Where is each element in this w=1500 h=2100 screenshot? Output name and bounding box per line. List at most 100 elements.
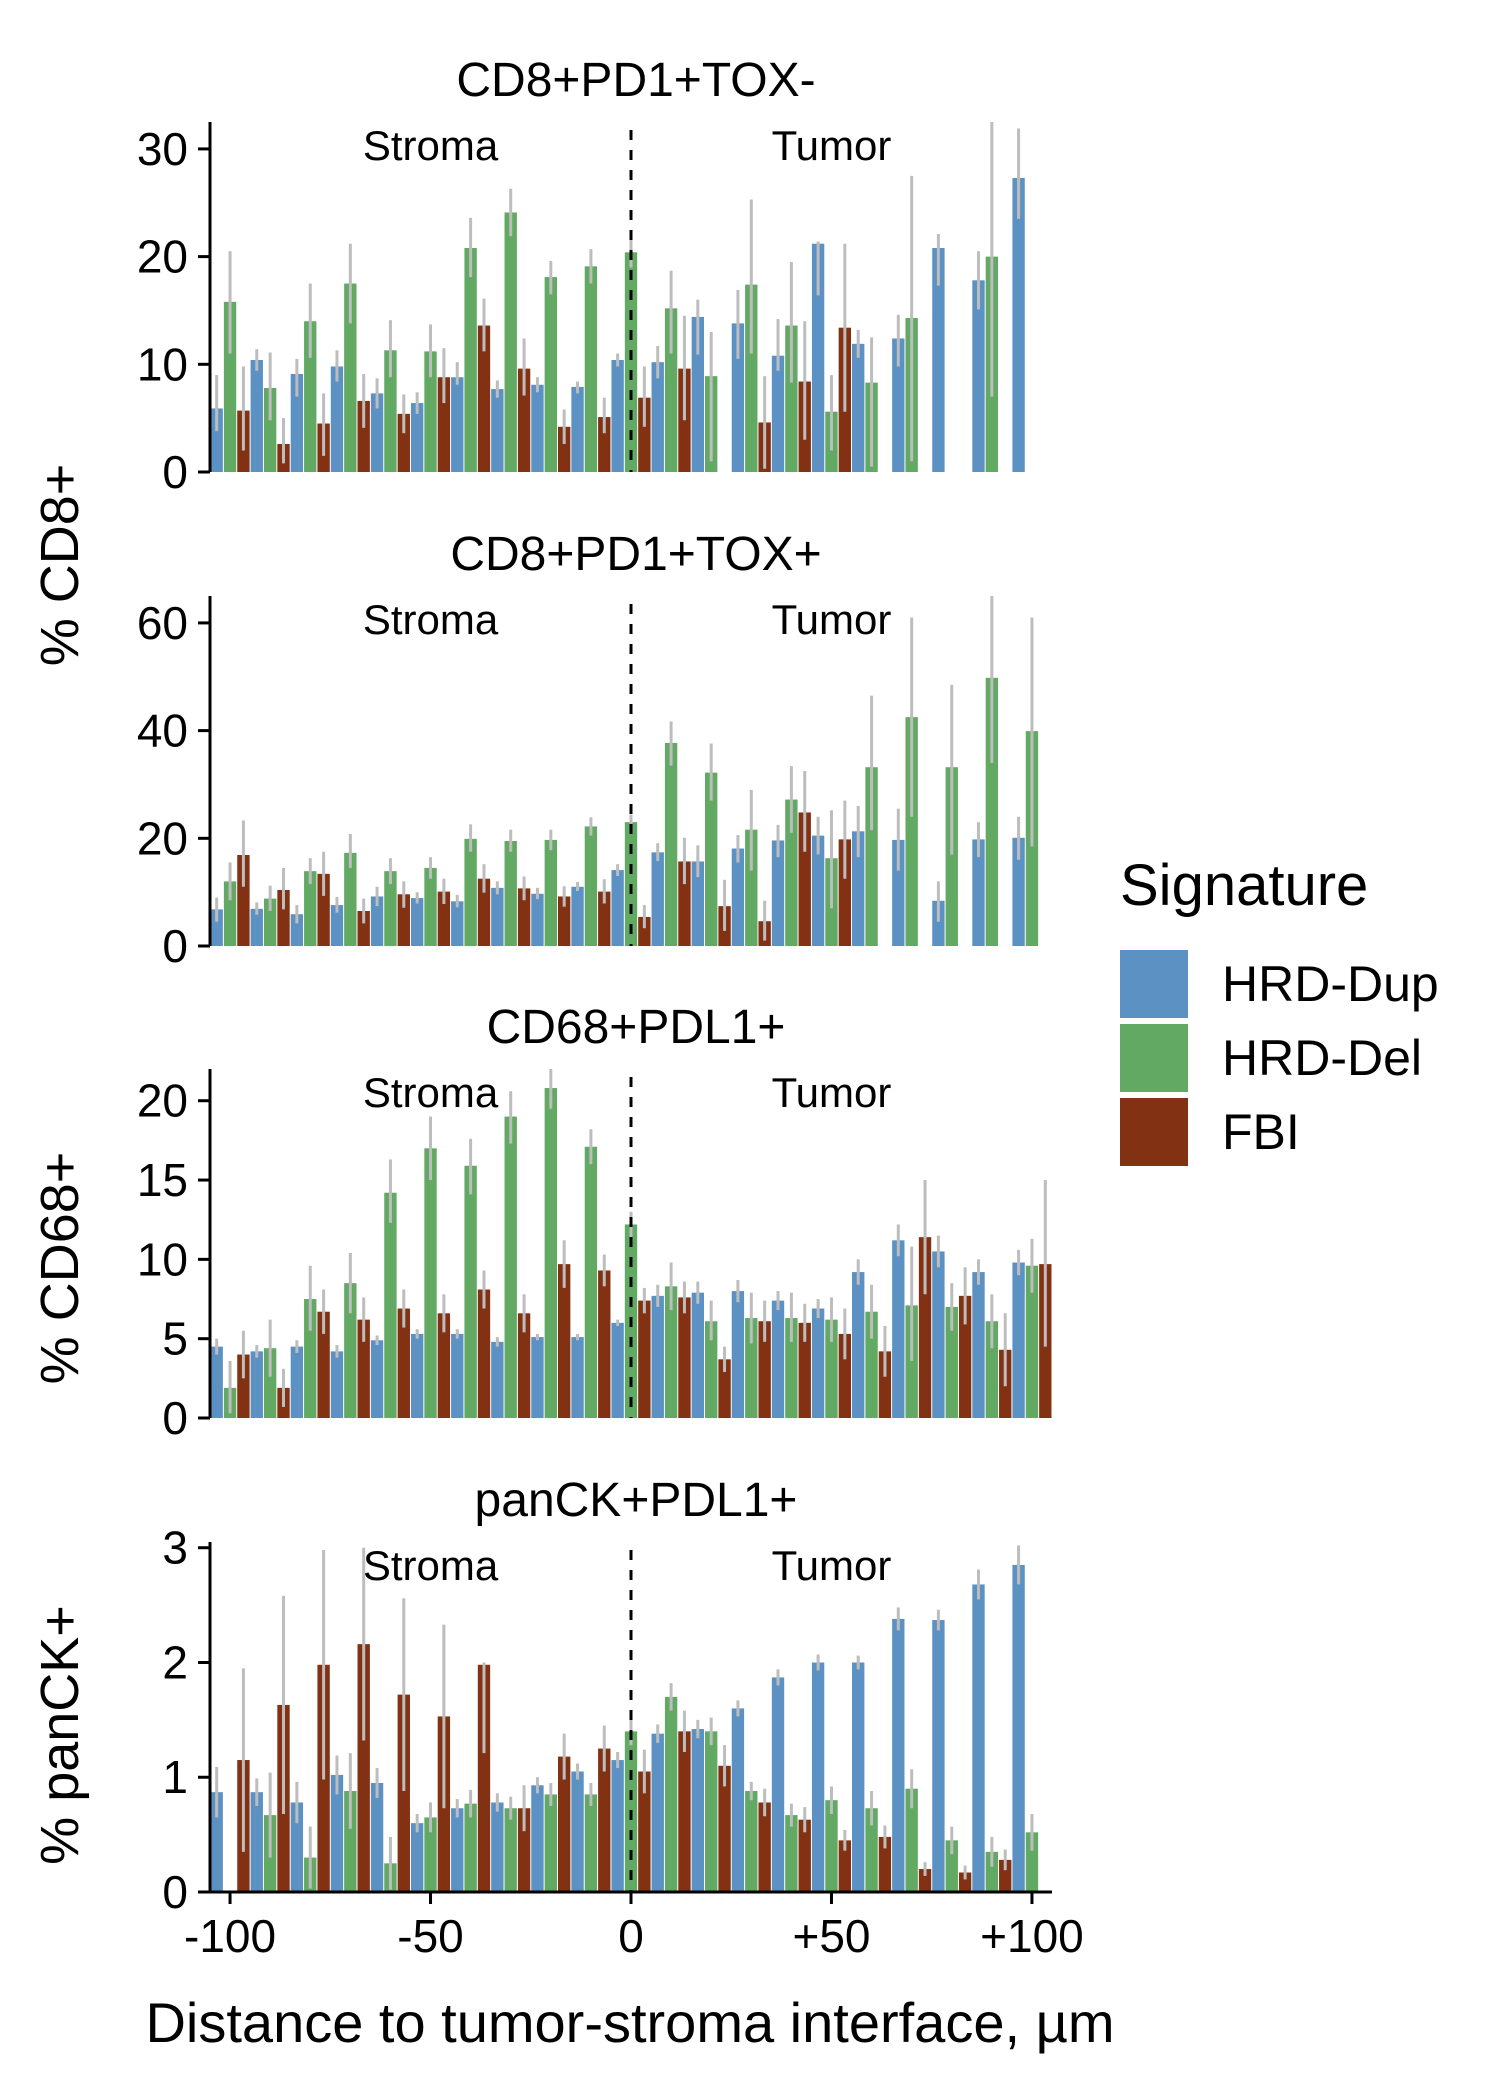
- bar-hrd-dup-x-90: [250, 360, 263, 472]
- bar-hrd-del-x-80: [304, 1299, 317, 1418]
- bar-hrd-dup-x-10: [571, 1337, 584, 1418]
- bar-hrd-dup-x-100: [210, 909, 223, 946]
- region-label-tumor: Tumor: [772, 1069, 892, 1116]
- bar-hrd-del-x-70: [344, 1791, 357, 1892]
- bar-fbi-x-10: [598, 1270, 611, 1418]
- bar-hrd-del-x10: [664, 1286, 678, 1418]
- bar-hrd-del-x-60: [384, 350, 397, 472]
- legend-item-fbi: FBI: [1120, 1098, 1300, 1166]
- bar-hrd-del-x90: [985, 677, 999, 946]
- bar-fbi-x-100: [237, 855, 250, 946]
- bar-fbi-x50: [838, 839, 852, 946]
- bar-fbi-x30: [758, 1802, 771, 1892]
- bar-hrd-dup-x10: [651, 362, 664, 472]
- bar-hrd-dup-x90: [972, 839, 985, 946]
- bar-hrd-dup-x-50: [410, 898, 424, 946]
- bar-hrd-del-x-70: [344, 1283, 357, 1418]
- bar-fbi-x90: [999, 1859, 1012, 1892]
- y-tick-label: 15: [137, 1154, 188, 1206]
- panel-panck-pdl1: panCK+PDL1+ Stroma Tumor 0 1 2 3 -100 -50 0 +50 +10…: [162, 1474, 1083, 1962]
- y-tick-label: 10: [137, 338, 188, 390]
- y-tick-label: 20: [137, 812, 188, 864]
- panel-cd8-pd1-tox: CD8+PD1+TOX- Stroma Tumor 0 10 20 30: [137, 54, 1025, 498]
- bar-fbi-x80: [958, 1872, 972, 1892]
- bar-hrd-del-x-50: [424, 1817, 437, 1892]
- bar-fbi-x-60: [397, 413, 410, 472]
- bar-hrd-dup-x30: [731, 1708, 745, 1892]
- region-label-tumor: Tumor: [772, 1542, 892, 1589]
- legend-label-hrd-del: HRD-Del: [1222, 1030, 1422, 1086]
- bar-fbi-x0: [638, 397, 651, 472]
- bar-hrd-dup-x30: [731, 1291, 745, 1418]
- bar-hrd-del-x70: [905, 717, 918, 946]
- bar-hrd-del-x-90: [263, 1348, 277, 1418]
- bar-fbi-x-100: [237, 1354, 250, 1418]
- bar-hrd-del-x80: [945, 767, 958, 946]
- bar-hrd-del-x30: [745, 829, 758, 946]
- bar-hrd-del-x50: [825, 1319, 838, 1418]
- bar-hrd-dup-x-40: [451, 377, 464, 472]
- bar-hrd-del-x100: [1025, 1265, 1039, 1418]
- bar-hrd-dup-x50: [811, 835, 825, 946]
- region-label-stroma: Stroma: [363, 1542, 499, 1589]
- bar-fbi-x0: [638, 1771, 651, 1892]
- bar-hrd-del-x-80: [304, 321, 317, 472]
- bar-hrd-del-x40: [785, 799, 798, 946]
- bar-hrd-dup-x-50: [410, 1823, 424, 1892]
- bar-hrd-del-x-50: [424, 867, 437, 946]
- legend-title: Signature: [1120, 853, 1368, 918]
- bar-fbi-x-40: [477, 878, 491, 946]
- region-label-stroma: Stroma: [363, 122, 499, 169]
- bar-fbi-x0: [638, 1300, 651, 1418]
- y-tick-label: 40: [137, 705, 188, 757]
- bar-hrd-dup-x-70: [330, 905, 344, 946]
- bar-hrd-dup-x90: [972, 1272, 985, 1418]
- legend-swatch-hrd-del: [1120, 1024, 1188, 1092]
- bar-fbi-x-30: [517, 1808, 531, 1892]
- bar-hrd-dup-x0: [611, 1322, 624, 1418]
- bar-fbi-x-20: [557, 426, 571, 472]
- bar-hrd-del-x-50: [424, 351, 437, 472]
- y-tick-label: 5: [162, 1313, 188, 1365]
- bar-hrd-del-x-60: [384, 1192, 397, 1418]
- bar-fbi-x30: [758, 1321, 771, 1418]
- bar-fbi-x-90: [277, 890, 290, 946]
- y-tick-label: 2: [162, 1636, 188, 1688]
- bar-hrd-del-x-30: [504, 1116, 517, 1418]
- y-tick-label: 20: [137, 1075, 188, 1127]
- bar-fbi-x-80: [317, 1311, 330, 1418]
- bar-hrd-del-x10: [664, 743, 678, 946]
- bar-hrd-dup-x-10: [571, 1771, 584, 1892]
- bar-hrd-dup-x100: [1012, 1262, 1025, 1418]
- y-tick-label: 30: [137, 123, 188, 175]
- bar-fbi-x-30: [517, 888, 531, 946]
- bar-hrd-del-x20: [705, 772, 718, 946]
- panel-title: CD8+PD1+TOX-: [456, 54, 815, 107]
- bar-hrd-del-x-10: [584, 1146, 598, 1418]
- y-tick-label: 60: [137, 597, 188, 649]
- bar-hrd-dup-x40: [771, 355, 785, 472]
- bar-fbi-x-60: [397, 1694, 410, 1892]
- bar-hrd-dup-x40: [771, 840, 785, 946]
- bar-fbi-x-60: [397, 894, 410, 946]
- bar-fbi-x-50: [437, 891, 451, 946]
- bar-hrd-dup-x80: [932, 1620, 945, 1892]
- bar-hrd-del-x-90: [263, 898, 277, 946]
- x-tick-label: -100: [184, 1910, 276, 1962]
- bar-fbi-x-70: [357, 1644, 370, 1892]
- bar-fbi-x50: [838, 1840, 852, 1892]
- y-tick-label: 0: [162, 920, 188, 972]
- bar-fbi-x50: [838, 1333, 852, 1418]
- bar-hrd-dup-x0: [611, 870, 624, 946]
- y-tick-label: 10: [137, 1233, 188, 1285]
- bar-hrd-del-x-40: [464, 838, 477, 946]
- bar-hrd-dup-x70: [892, 338, 905, 472]
- legend-label-hrd-dup: HRD-Dup: [1222, 956, 1439, 1012]
- legend-item-hrd-del: HRD-Del: [1120, 1024, 1422, 1092]
- bar-hrd-del-x40: [785, 325, 798, 472]
- bar-hrd-dup-x-40: [451, 1808, 464, 1892]
- bar-hrd-dup-x100: [1012, 178, 1025, 472]
- bar-hrd-dup-x-50: [410, 403, 424, 472]
- bar-fbi-x-10: [598, 417, 611, 472]
- bar-hrd-dup-x70: [892, 1240, 905, 1418]
